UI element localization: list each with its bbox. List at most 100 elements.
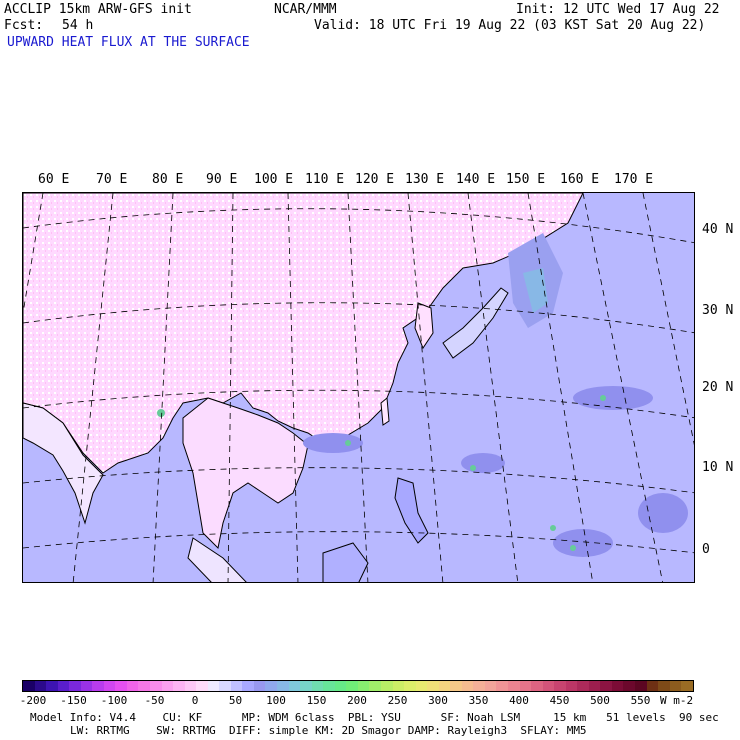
land-philippines <box>394 477 429 544</box>
colorbar-swatch <box>265 681 278 691</box>
colorbar-swatch <box>242 681 254 691</box>
longitude-label: 150 E <box>506 172 546 187</box>
land-borneo <box>322 542 369 582</box>
colorbar-swatch <box>623 681 635 691</box>
colorbar-tick-label: 550 <box>630 694 651 707</box>
longitude-label: 120 E <box>355 172 395 187</box>
colorbar-swatch <box>565 681 578 691</box>
colorbar-swatch <box>34 681 47 691</box>
colorbar-swatch <box>138 681 151 691</box>
graticule <box>23 193 694 582</box>
colorbar-tick-label: 0 <box>191 694 199 707</box>
colorbar-swatch <box>681 681 693 691</box>
land-india <box>23 402 104 525</box>
colorbar-swatch <box>427 681 439 691</box>
colorbar-tick-label: 350 <box>468 694 489 707</box>
latitude-label: 40 N <box>702 222 734 237</box>
land-mass-north <box>23 193 584 474</box>
colorbar-tick-label: -200 <box>19 694 47 707</box>
colorbar-swatch <box>588 681 601 691</box>
colorbar-swatch <box>300 681 312 691</box>
colorbar-tick-label: 50 <box>228 694 243 707</box>
latitude-label: 0 <box>702 542 710 557</box>
colorbar-tick-label: 100 <box>266 694 286 707</box>
longitude-label: 100 E <box>254 172 294 187</box>
colorbar-swatch <box>357 681 370 691</box>
longitude-label: 60 E <box>38 172 70 187</box>
colorbar <box>22 680 694 692</box>
colorbar-swatch <box>207 681 220 691</box>
colorbar-swatch <box>46 681 58 691</box>
colorbar-swatch <box>669 681 682 691</box>
colorbar-swatch <box>277 681 289 691</box>
colorbar-swatch <box>473 681 485 691</box>
colorbar-tick-label: -50 <box>144 694 165 707</box>
flux-patches-tropics <box>303 386 688 557</box>
colorbar-swatch <box>369 681 381 691</box>
center-label: NCAR/MMM <box>274 2 337 17</box>
colorbar-swatch <box>461 681 474 691</box>
colorbar-swatch <box>115 681 127 691</box>
colorbar-swatch <box>196 681 208 691</box>
colorbar-swatch <box>311 681 324 691</box>
colorbar-swatch <box>646 681 659 691</box>
colorbar-swatch <box>346 681 358 691</box>
model-info-line1: Model Info: V4.4 CU: KF MP: WDM 6class P… <box>30 711 719 724</box>
colorbar-swatch <box>219 681 231 691</box>
longitude-label: 90 E <box>206 172 238 187</box>
colorbar-tick-label: 200 <box>347 694 367 707</box>
longitude-label: 70 E <box>96 172 128 187</box>
colorbar-swatch <box>150 681 162 691</box>
colorbar-tick-label: 250 <box>387 694 408 707</box>
land-sumatra <box>187 537 247 582</box>
colorbar-swatch <box>507 681 520 691</box>
longitude-label: 80 E <box>152 172 184 187</box>
colorbar-swatch <box>253 681 266 691</box>
colorbar-tick-label: -150 <box>60 694 87 707</box>
longitude-label: 160 E <box>560 172 600 187</box>
colorbar-swatch <box>126 681 139 691</box>
field-title: UPWARD HEAT FLUX AT THE SURFACE <box>7 35 250 50</box>
colorbar-swatch <box>23 681 35 691</box>
colorbar-swatch <box>392 681 405 691</box>
colorbar-swatch <box>519 681 532 691</box>
colorbar-tick-label: 450 <box>549 694 570 707</box>
forecast-hours: 54 h <box>62 18 94 33</box>
colorbar-swatch <box>80 681 93 691</box>
colorbar-swatch <box>496 681 508 691</box>
map-canvas <box>23 193 694 582</box>
colorbar-swatch <box>438 681 451 691</box>
colorbar-swatch <box>173 681 185 691</box>
colorbar-swatch <box>634 681 647 691</box>
colorbar-swatch <box>542 681 555 691</box>
colorbar-swatch <box>404 681 416 691</box>
init-time: Init: 12 UTC Wed 17 Aug 22 <box>516 2 720 17</box>
longitude-label: 140 E <box>456 172 496 187</box>
latitude-label: 20 N <box>702 380 734 395</box>
colorbar-swatch <box>57 681 70 691</box>
colorbar-swatch <box>415 681 428 691</box>
colorbar-tick-label: 400 <box>509 694 529 707</box>
colorbar-swatch <box>334 681 347 691</box>
colorbar-swatch <box>600 681 612 691</box>
valid-time: Valid: 18 UTC Fri 19 Aug 22 (03 KST Sat … <box>314 18 706 33</box>
longitude-label: 110 E <box>305 172 345 187</box>
colorbar-swatch <box>658 681 670 691</box>
land-taiwan <box>380 397 390 426</box>
colorbar-swatch <box>288 681 301 691</box>
colorbar-tick-label: 300 <box>428 694 448 707</box>
longitude-label: 170 E <box>614 172 654 187</box>
colorbar-swatch <box>484 681 497 691</box>
flux-hotspots <box>157 395 606 551</box>
colorbar-swatch <box>92 681 104 691</box>
colorbar-unit: W m-2 <box>660 694 694 707</box>
colorbar-swatch <box>577 681 589 691</box>
colorbar-tick-label: 150 <box>306 694 327 707</box>
latitude-label: 30 N <box>702 303 734 318</box>
colorbar-swatch <box>323 681 335 691</box>
heat-flux-map <box>22 192 695 583</box>
latitude-label: 10 N <box>702 460 734 475</box>
colorbar-swatch <box>611 681 624 691</box>
colorbar-swatch <box>69 681 81 691</box>
colorbar-swatch <box>531 681 543 691</box>
